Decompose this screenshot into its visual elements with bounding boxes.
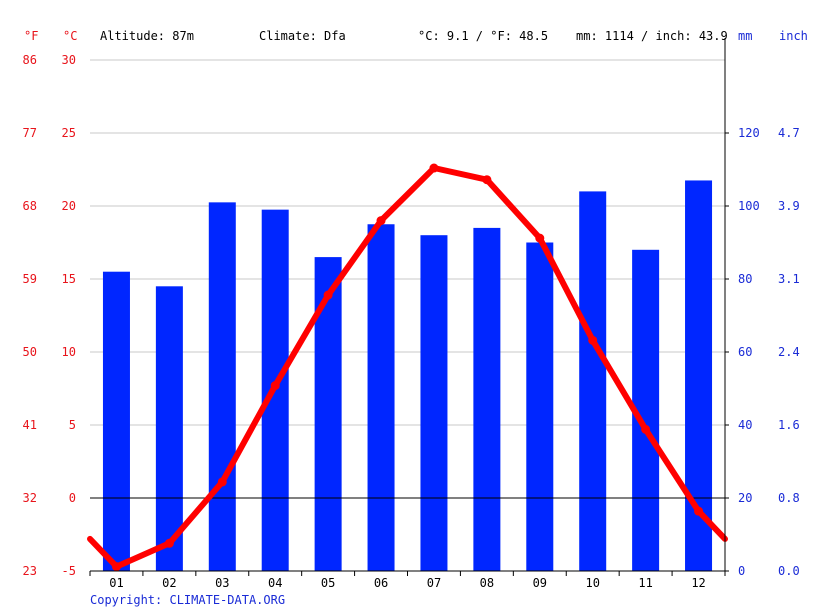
inch-tick-label: 0.8 [778,491,800,505]
tick-labels: -5 23 0 32 5 41 10 50 15 59 20 68 25 77 30 86 0 0.0 20 0.8 4… [23,53,800,590]
mm-tick-label: 20 [738,491,752,505]
inch-tick-label: 4.7 [778,126,800,140]
fahrenheit-tick-label: 32 [23,491,37,505]
month-tick-label: 09 [533,576,547,590]
celsius-tick-label: 30 [62,53,76,67]
fahrenheit-tick-label: 23 [23,564,37,578]
month-tick-label: 08 [480,576,494,590]
precipitation-bars [102,180,713,572]
month-tick-label: 12 [691,576,705,590]
altitude-label: Altitude: 87m [100,29,194,43]
temperature-point [641,424,651,434]
inch-tick-label: 3.1 [778,272,800,286]
month-tick-label: 07 [427,576,441,590]
fahrenheit-tick-label: 50 [23,345,37,359]
temperature-point [164,538,174,548]
precipitation-bar [473,227,501,571]
precipitation-bar [102,271,130,571]
fahrenheit-tick-label: 68 [23,199,37,213]
month-tick-label: 03 [215,576,229,590]
celsius-tick-label: 0 [69,491,76,505]
precipitation-bar [526,242,554,571]
month-tick-label: 05 [321,576,335,590]
celsius-tick-label: 5 [69,418,76,432]
month-tick-label: 10 [585,576,599,590]
temperature-line-layer [87,163,728,572]
inch-unit-label: inch [779,29,808,43]
fahrenheit-tick-label: 77 [23,126,37,140]
celsius-tick-label: 15 [62,272,76,286]
temperature-point [482,175,492,185]
precipitation-total-label: mm: 1114 / inch: 43.9 [576,29,728,43]
fahrenheit-tick-label: 59 [23,272,37,286]
fahrenheit-tick-label: 86 [23,53,37,67]
mm-tick-label: 60 [738,345,752,359]
precipitation-bar [314,257,342,571]
mm-tick-label: 100 [738,199,760,213]
precipitation-bar [155,286,183,571]
celsius-unit-label: °C [63,29,77,43]
fahrenheit-tick-label: 41 [23,418,37,432]
celsius-tick-label: -5 [62,564,76,578]
temperature-point [323,290,333,300]
mm-tick-label: 120 [738,126,760,140]
climate-label: Climate: Dfa [259,29,346,43]
temperature-point [429,163,439,173]
month-tick-label: 02 [162,576,176,590]
celsius-tick-label: 25 [62,126,76,140]
temperature-point [217,477,227,487]
inch-tick-label: 1.6 [778,418,800,432]
axes [89,38,729,576]
inch-tick-label: 3.9 [778,199,800,213]
temperature-point [694,506,704,516]
mm-tick-label: 0 [738,564,745,578]
month-tick-label: 01 [109,576,123,590]
precipitation-bar [367,224,395,571]
month-tick-label: 11 [638,576,652,590]
average-temperature-label: °C: 9.1 / °F: 48.5 [418,29,548,43]
precipitation-bar [579,191,607,571]
precipitation-bar [208,202,236,571]
grid-lines [90,59,725,426]
temperature-point [535,233,545,243]
mm-tick-label: 40 [738,418,752,432]
inch-tick-label: 2.4 [778,345,800,359]
month-tick-label: 06 [374,576,388,590]
temperature-point [111,562,121,572]
precipitation-bar [420,235,448,571]
temperature-point [270,381,280,391]
mm-unit-label: mm [738,29,752,43]
copyright-label: Copyright: CLIMATE-DATA.ORG [90,593,285,607]
fahrenheit-unit-label: °F [24,29,38,43]
inch-tick-label: 0.0 [778,564,800,578]
month-tick-label: 04 [268,576,282,590]
temperature-point [588,335,598,345]
celsius-tick-label: 10 [62,345,76,359]
mm-tick-label: 80 [738,272,752,286]
celsius-tick-label: 20 [62,199,76,213]
temperature-point [376,216,386,226]
temperature-line [87,165,728,570]
